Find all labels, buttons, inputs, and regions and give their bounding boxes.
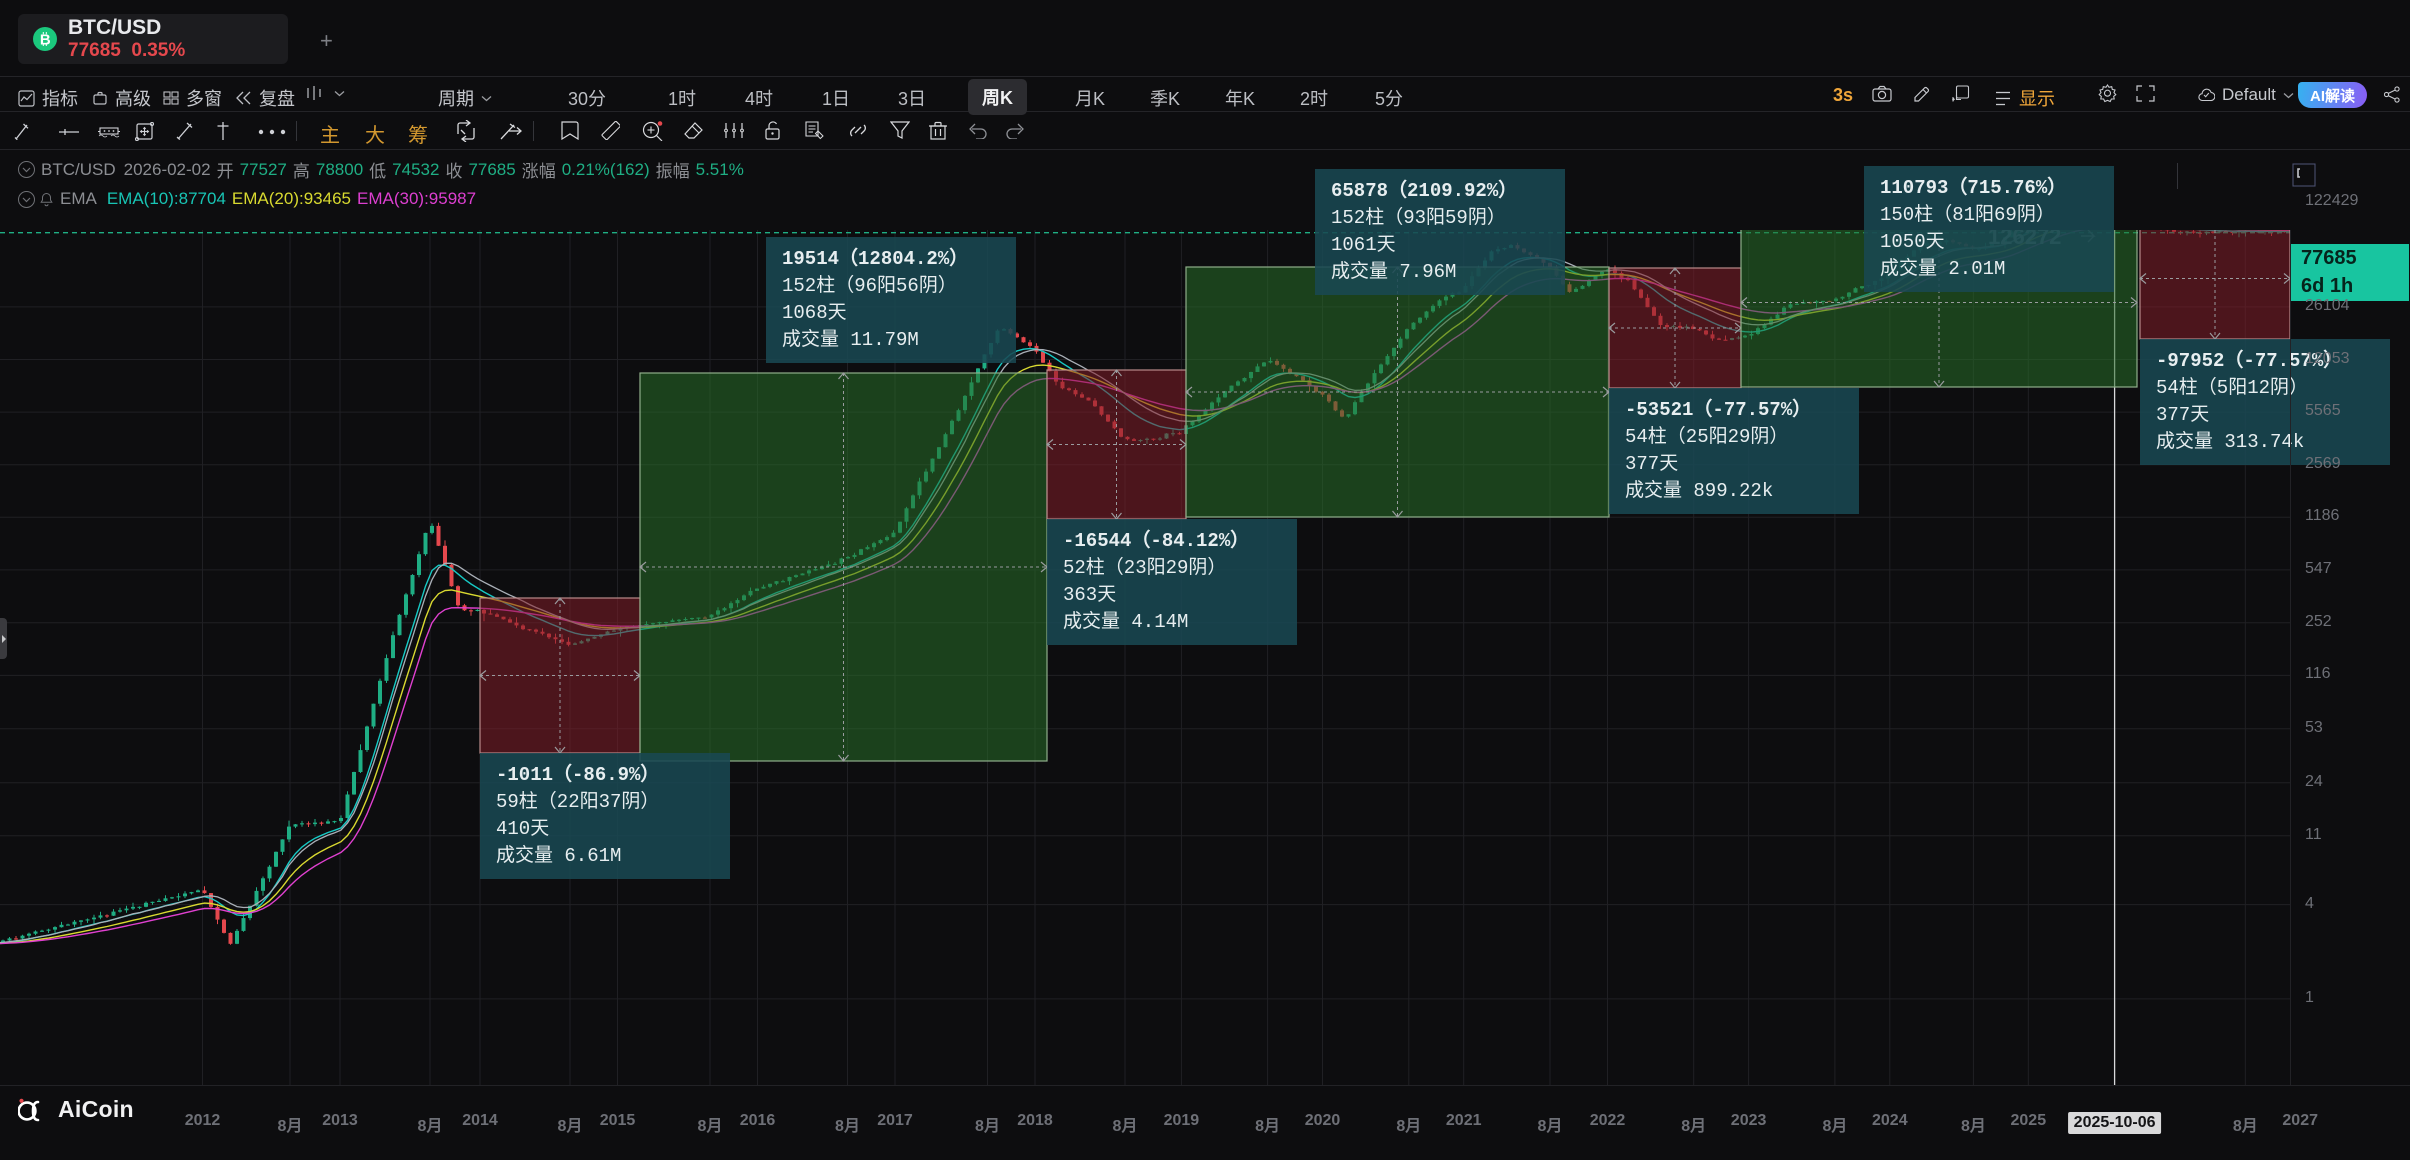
svg-text:B: B <box>40 31 51 48</box>
